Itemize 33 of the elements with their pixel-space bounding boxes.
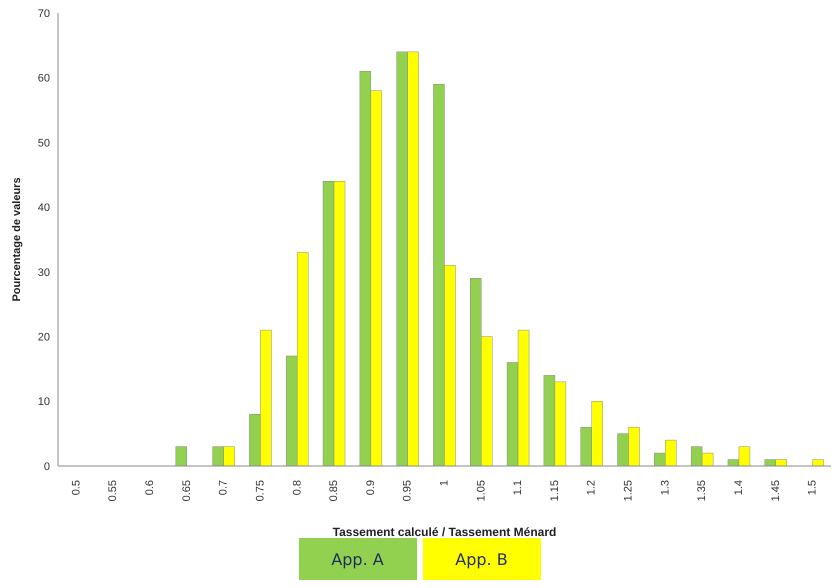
x-tick-label: 1.3 xyxy=(659,480,672,496)
x-tick-label: 1 xyxy=(438,480,450,486)
text: App. A xyxy=(298,538,416,580)
y-tick-label: 30 xyxy=(38,266,50,279)
x-tick-label: 0.6 xyxy=(144,480,156,496)
x-tick-label: 1.2 xyxy=(586,480,598,496)
x-tick-label: 1.15 xyxy=(548,480,561,502)
x-tick-label: 0.75 xyxy=(254,480,266,502)
x-tick-label: 0.8 xyxy=(291,480,304,496)
x-tick-label: 0.55 xyxy=(107,480,120,502)
x-tick-label: 1.5 xyxy=(806,480,819,496)
y-axis-title: Pourcentage de valeurs xyxy=(10,177,23,302)
y-tick-label: 0 xyxy=(44,460,50,473)
x-tick-label: 0.65 xyxy=(180,480,193,502)
x-tick-label: 1.35 xyxy=(696,480,708,502)
x-axis-title: Tassement calculé / Tassement Ménard xyxy=(332,525,556,539)
x-tick-label: 1.45 xyxy=(770,480,782,502)
x-tick-label: 0.7 xyxy=(218,480,230,496)
y-tick-label: 70 xyxy=(38,8,50,20)
y-tick-label: 40 xyxy=(38,202,50,214)
y-tick-label: 10 xyxy=(38,396,50,408)
x-tick-label: 1.1 xyxy=(512,480,524,496)
x-tick-label: 0.9 xyxy=(364,480,377,496)
x-tick-label: 1.4 xyxy=(732,480,745,496)
x-tick-label: 0.85 xyxy=(328,480,340,502)
text: App. B xyxy=(422,538,540,580)
y-tick-label: 50 xyxy=(38,137,50,150)
y-tick-label: 20 xyxy=(38,331,50,344)
x-tick-label: 1.05 xyxy=(475,480,488,502)
x-tick-label: 0.95 xyxy=(402,480,414,502)
x-tick-label: 0.5 xyxy=(70,480,82,496)
y-tick-label: 60 xyxy=(38,72,50,85)
x-tick-label: 1.25 xyxy=(622,480,635,502)
